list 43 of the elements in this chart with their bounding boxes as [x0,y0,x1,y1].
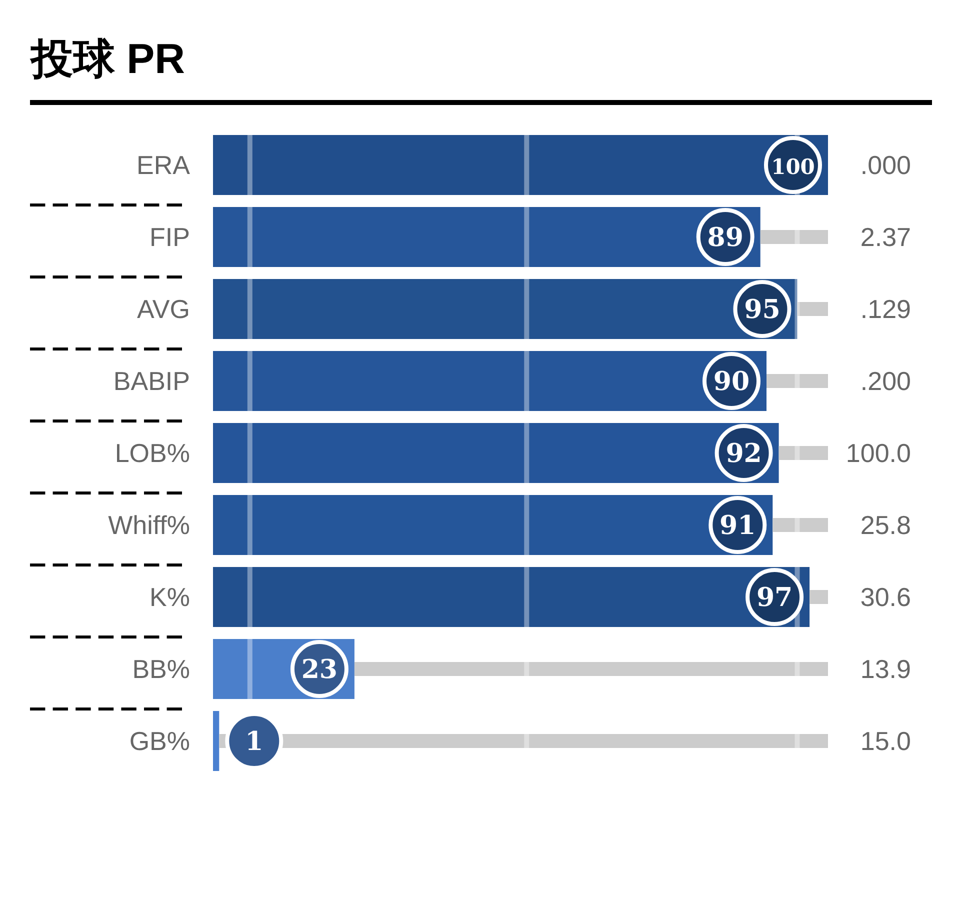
bar [778,446,828,460]
y-tick-label: GB% [129,726,190,756]
data-label: 91 [720,511,756,541]
y-tick-label: AVG [137,294,190,324]
y2-tick-label: 15.0 [860,726,911,756]
bar [213,711,220,771]
y2-tick-label: .129 [860,294,911,324]
y2-tick-label: 13.9 [860,654,911,684]
data-label: 89 [707,223,744,253]
data-label: 97 [756,583,793,613]
y2-tick-label: 2.37 [860,222,911,252]
y-tick-label: BABIP [113,366,190,396]
bar [213,495,773,555]
bar [810,590,828,604]
bar [213,207,760,267]
y2-tick-label: .000 [860,150,911,180]
bar [213,423,779,483]
y-tick-label: ERA [136,150,191,180]
y2-tick-label: 30.6 [860,582,911,612]
data-label: 23 [301,655,338,685]
bar [213,135,828,195]
bar [213,351,766,411]
bar [354,662,828,676]
y2-tick-label: .200 [860,366,911,396]
data-label: 1 [245,727,264,757]
data-label: 100 [771,154,815,179]
bar [213,279,798,339]
bar [213,567,810,627]
y-tick-label: BB% [132,654,190,684]
bar [760,230,828,244]
bar [766,374,828,388]
data-label: 90 [713,367,750,397]
y2-tick-label: 100.0 [846,438,911,468]
y-tick-label: Whiff% [108,510,190,540]
chart-title: 投球 PR [29,35,186,82]
y-tick-label: LOB% [114,438,190,468]
y-tick-label: FIP [150,222,190,252]
y2-tick-label: 25.8 [860,510,911,540]
y-tick-label: K% [150,582,190,612]
data-label: 95 [744,295,780,325]
data-label: 92 [726,439,762,469]
bar [772,518,828,532]
bar [797,302,828,316]
